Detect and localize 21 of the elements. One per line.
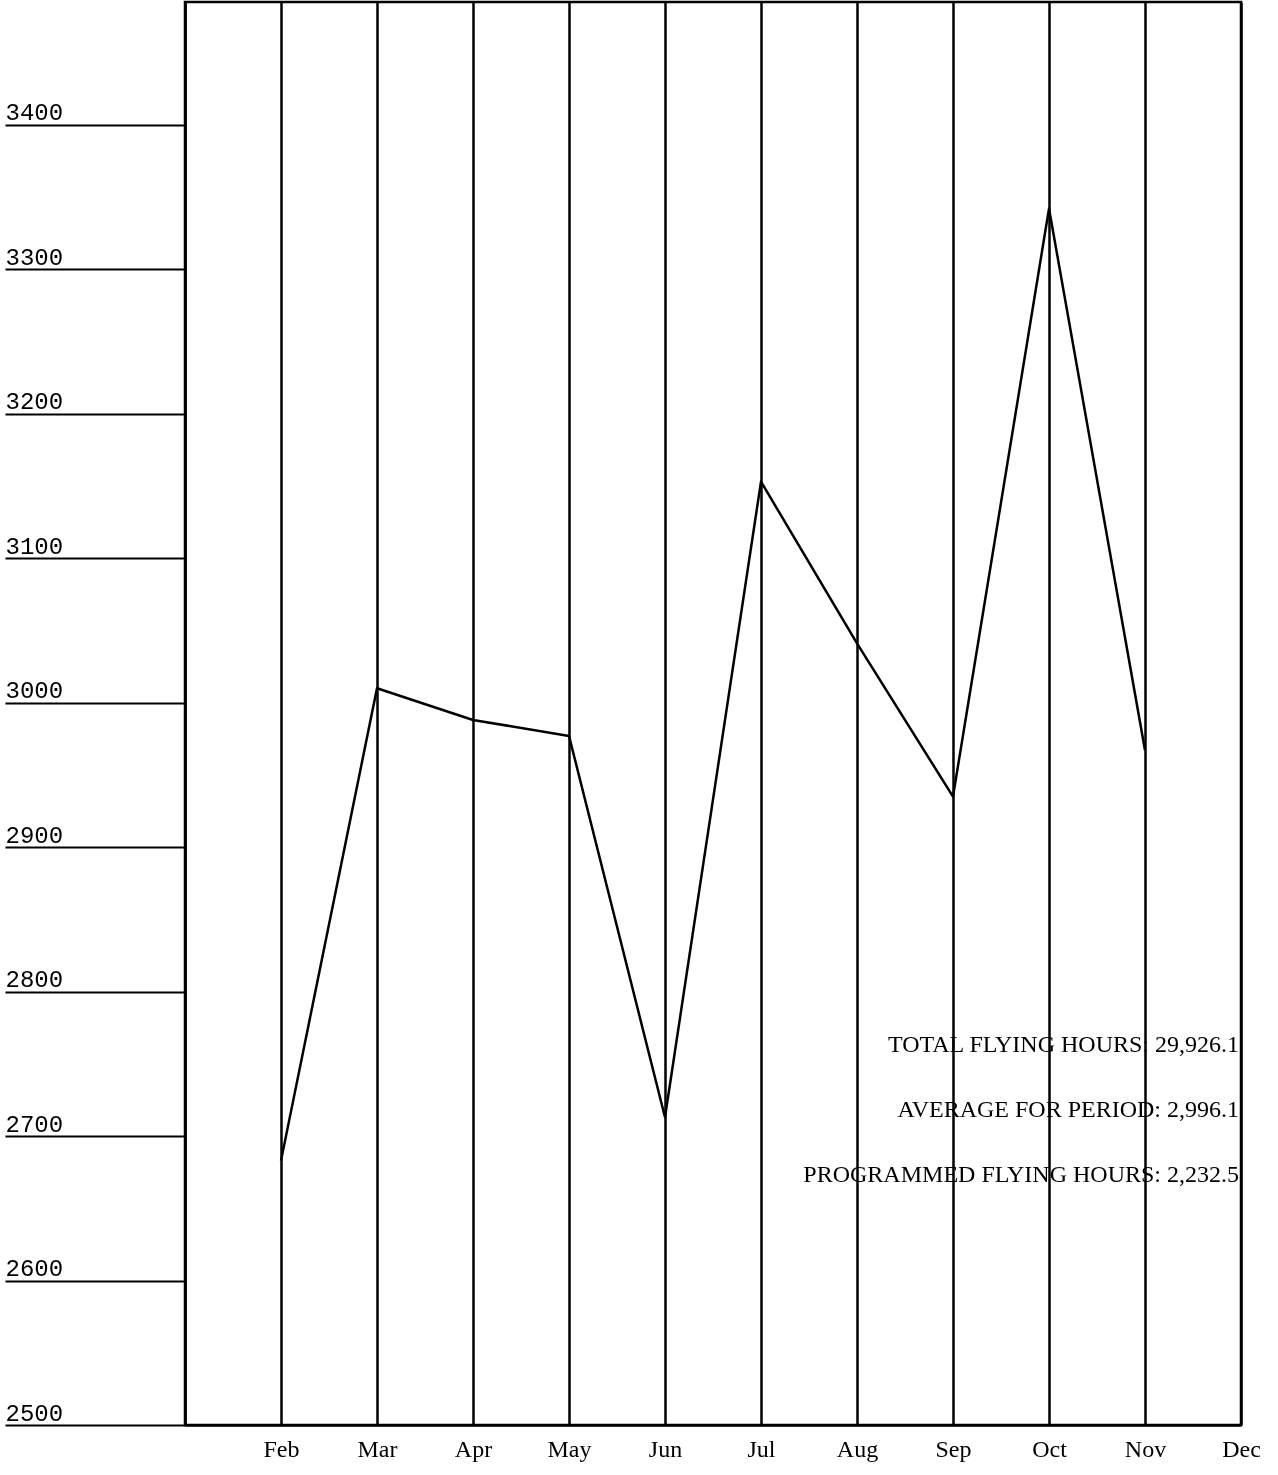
y-tick-label: 2500 xyxy=(5,1400,64,1428)
x-tick-label: Feb xyxy=(263,1435,300,1462)
x-tick-label: Jul xyxy=(747,1435,776,1462)
x-tick-label: Jun xyxy=(648,1435,683,1462)
x-tick-label: Sep xyxy=(935,1435,972,1462)
x-tick-label: Nov xyxy=(1124,1435,1167,1462)
y-tick-label: 2800 xyxy=(5,967,64,995)
y-tick-label: 3400 xyxy=(5,100,64,128)
x-tick-label: Dec xyxy=(1222,1435,1261,1462)
x-tick-label: Oct xyxy=(1032,1435,1068,1462)
x-tick-label: Aug xyxy=(836,1435,879,1462)
x-tick-label: May xyxy=(547,1435,592,1462)
y-tick-label: 2600 xyxy=(5,1256,64,1284)
x-tick-label: Mar xyxy=(357,1435,398,1462)
y-tick-label: 3000 xyxy=(5,678,64,706)
y-tick-label: 3200 xyxy=(5,389,64,417)
y-tick-label: 2900 xyxy=(5,822,64,850)
y-tick-label: 3300 xyxy=(5,244,64,272)
y-tick-label: 2700 xyxy=(5,1111,64,1139)
y-tick-label: 3100 xyxy=(5,533,64,561)
x-tick-label: Apr xyxy=(454,1435,493,1462)
